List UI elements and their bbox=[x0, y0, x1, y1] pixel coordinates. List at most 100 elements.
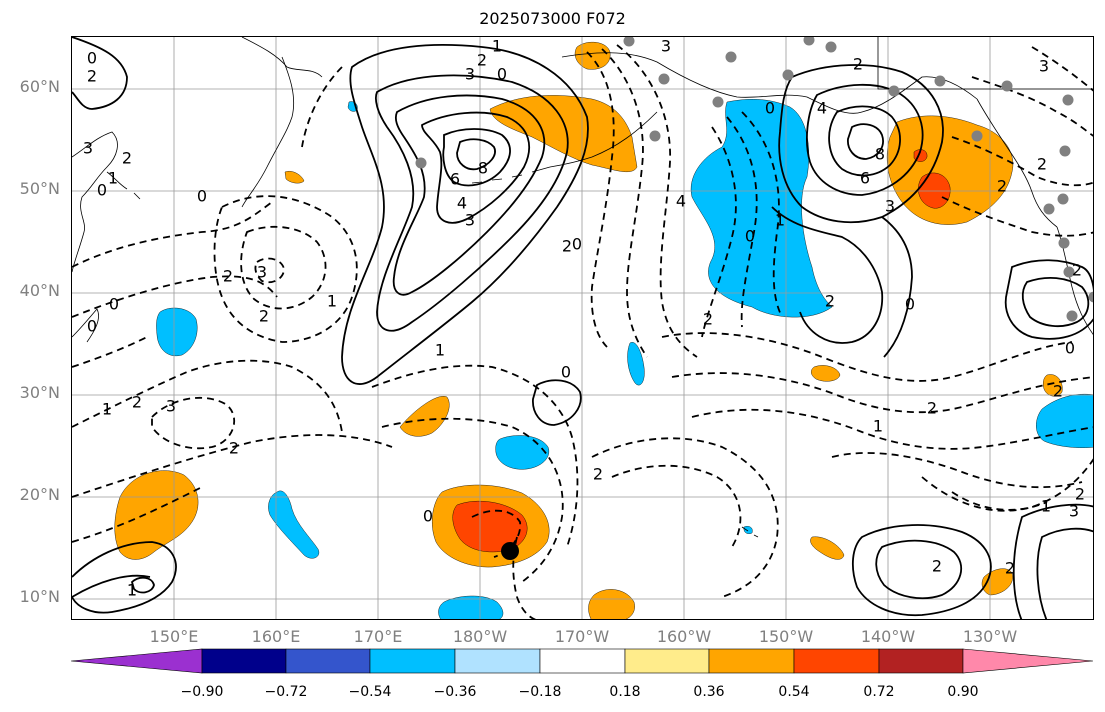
contour-label: 3 bbox=[661, 37, 671, 56]
contour-label: 3 bbox=[465, 65, 475, 84]
colorbar-bin bbox=[369, 648, 456, 674]
contour-label: 2 bbox=[132, 393, 142, 412]
contour-label: 0 bbox=[87, 49, 97, 68]
contour-label: 0 bbox=[87, 317, 97, 336]
contour-label: 2 bbox=[1075, 485, 1085, 504]
coast-hawaii bbox=[741, 526, 759, 538]
orange-shade-small-se bbox=[810, 536, 845, 560]
cyan-shade-west-narrow bbox=[268, 490, 320, 559]
contour-label: 1 bbox=[327, 292, 337, 311]
contour-label: 2 bbox=[853, 55, 863, 74]
colorbar-tick-label: 0.36 bbox=[693, 684, 725, 700]
map-canvas: 0 2 3 2 1 0 8 6 4 3 0 3 2 1 0 2 3 1 3 1 … bbox=[72, 37, 1093, 619]
orange-shade-bering-top bbox=[574, 41, 611, 70]
lon-label-150w: 150°W bbox=[758, 627, 814, 646]
contour-label: 4 bbox=[817, 99, 827, 118]
contour-label: 2 bbox=[477, 51, 487, 70]
orange-shade-central bbox=[399, 396, 450, 437]
contour-label: 2 bbox=[122, 149, 132, 168]
contour-label: 3 bbox=[1069, 502, 1079, 521]
red-shade-pnw bbox=[918, 172, 951, 209]
contour-label: 6 bbox=[860, 169, 870, 188]
orange-shade-south-bottom bbox=[588, 589, 635, 619]
colorbar-extend-low bbox=[71, 648, 203, 674]
contour-label: 4 bbox=[676, 192, 686, 211]
shading-layer bbox=[114, 41, 1093, 619]
colorbar-tick-label: 0.54 bbox=[778, 684, 810, 700]
contours-dashed bbox=[72, 44, 1093, 619]
coast-alaska bbox=[561, 52, 978, 114]
cyan-shade-central bbox=[495, 435, 550, 470]
colorbar-tick-label: 0.72 bbox=[863, 684, 895, 700]
colorbar-tick-label: 0.90 bbox=[947, 684, 979, 700]
contour-label: 0 bbox=[109, 295, 119, 314]
coast-japan bbox=[72, 308, 99, 343]
colorbar-bin bbox=[201, 648, 287, 674]
orange-shade-east-tiny bbox=[1043, 374, 1063, 397]
lon-label-160e: 160°E bbox=[251, 627, 301, 646]
orange-shade-west-sw bbox=[114, 470, 199, 560]
cyclone-center-marker bbox=[501, 542, 519, 560]
coast-alaska-peninsula bbox=[549, 111, 658, 168]
contour-label: 1 bbox=[873, 417, 883, 436]
colorbar-bin bbox=[793, 648, 880, 674]
coast-siberia bbox=[241, 37, 323, 78]
contour-label: 2 bbox=[223, 267, 233, 286]
contour-label: 2 bbox=[1005, 559, 1015, 578]
contour-label: 2 bbox=[932, 557, 942, 576]
contour-label: 2 bbox=[703, 310, 713, 329]
colorbar-tick-label: −0.36 bbox=[433, 684, 477, 700]
contour-label: 2 bbox=[1072, 261, 1082, 280]
cyan-shade-gulf bbox=[690, 99, 833, 318]
lat-label-50n: 50°N bbox=[19, 179, 60, 198]
contour-labels: 0 2 3 2 1 0 8 6 4 3 0 3 2 1 0 2 3 1 3 1 … bbox=[83, 37, 1085, 600]
colorbar-tick-label: 0.18 bbox=[609, 684, 641, 700]
colorbar-bin bbox=[539, 648, 626, 674]
colorbar-bin bbox=[454, 648, 541, 674]
contour-label: 2 bbox=[825, 292, 835, 311]
contour-label: 0 bbox=[745, 227, 755, 246]
lat-label-20n: 20°N bbox=[19, 485, 60, 504]
coast-bc bbox=[976, 98, 1058, 228]
orange-shade-pnw bbox=[886, 115, 1014, 225]
contour-label: 2 bbox=[87, 67, 97, 86]
colorbar-tick-label: −0.90 bbox=[180, 684, 224, 700]
contour-label: 1 bbox=[127, 581, 137, 600]
coast-box bbox=[877, 37, 1093, 90]
colorbar-bin bbox=[285, 648, 371, 674]
map-panel: 0 2 3 2 1 0 8 6 4 3 0 3 2 1 0 2 3 1 3 1 … bbox=[71, 36, 1094, 620]
contour-label: 0 bbox=[905, 295, 915, 314]
cyan-shade-tiny-south bbox=[743, 526, 753, 534]
contour-label: 3 bbox=[257, 263, 267, 282]
colorbar-extend-high bbox=[962, 648, 1094, 674]
contour-label: 3 bbox=[885, 197, 895, 216]
contour-label: 0 bbox=[497, 65, 507, 84]
contour-label: 2 bbox=[1037, 155, 1047, 174]
cyan-shade-east-edge bbox=[1036, 394, 1093, 448]
contour-label: 0 bbox=[561, 363, 571, 382]
contour-label: 4 bbox=[457, 194, 467, 213]
station-dots bbox=[415, 37, 1093, 322]
contour-label: 8 bbox=[875, 145, 885, 164]
contour-label: 2 bbox=[593, 465, 603, 484]
cyan-shade-west bbox=[156, 307, 198, 357]
lat-label-30n: 30°N bbox=[19, 383, 60, 402]
coast-kamchatka bbox=[241, 56, 295, 208]
colorbar bbox=[71, 648, 1094, 674]
contour-label: 2 bbox=[229, 439, 239, 458]
orange-shade-small-east bbox=[811, 365, 841, 382]
lat-label-60n: 60°N bbox=[19, 77, 60, 96]
contour-label: 8 bbox=[478, 159, 488, 178]
graticule bbox=[72, 37, 1093, 619]
cyan-shade-mid-small bbox=[627, 342, 645, 386]
lat-label-40n: 40°N bbox=[19, 281, 60, 300]
lon-label-160w: 160°W bbox=[656, 627, 712, 646]
contour-label: 0 bbox=[1065, 339, 1075, 358]
contour-label: 0 bbox=[423, 507, 433, 526]
contour-label: 2 bbox=[562, 237, 572, 256]
lon-label-150e: 150°E bbox=[149, 627, 199, 646]
contour-label: 1 bbox=[102, 400, 112, 419]
contour-label: 2 bbox=[1053, 382, 1063, 401]
coast-asia bbox=[72, 131, 118, 273]
contour-label: 0 bbox=[197, 187, 207, 206]
